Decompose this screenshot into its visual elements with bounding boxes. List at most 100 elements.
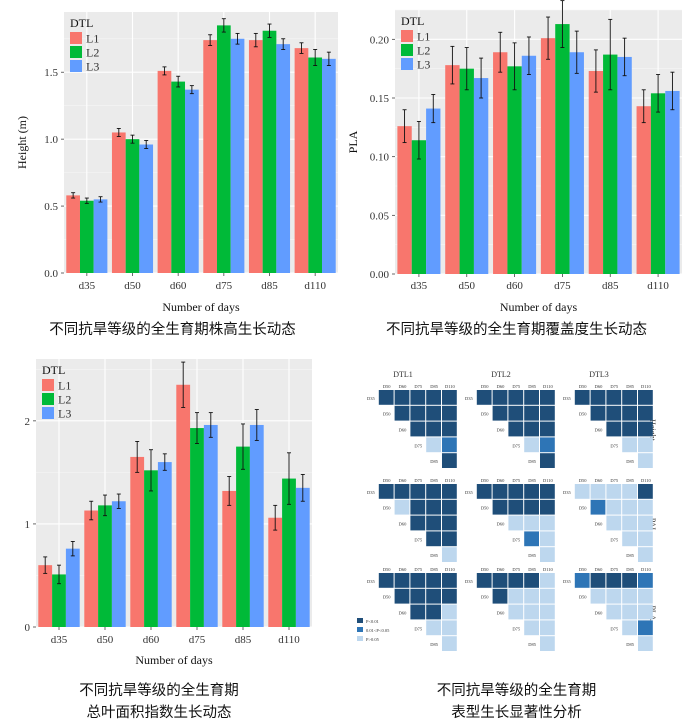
day-label: D85 xyxy=(626,642,634,647)
day-label: D50 xyxy=(579,412,587,417)
significance-cell xyxy=(574,390,590,405)
significance-cell xyxy=(410,499,426,515)
error-bar xyxy=(593,49,598,93)
day-header: D50 xyxy=(383,478,391,483)
legend-label-L1: L1 xyxy=(58,379,71,393)
y-tick-label: 1.5 xyxy=(44,67,58,79)
significance-cell xyxy=(410,405,426,421)
significance-cell xyxy=(540,390,555,405)
error-bar xyxy=(103,494,107,517)
legend-swatch-L3 xyxy=(42,407,54,419)
significance-cell xyxy=(442,453,457,468)
error-bar xyxy=(641,89,646,124)
day-header: D110 xyxy=(641,384,652,389)
day-header: D110 xyxy=(641,478,652,483)
day-header: D110 xyxy=(445,478,456,483)
significance-cell xyxy=(540,484,555,499)
day-label: D85 xyxy=(430,459,438,464)
day-label: D85 xyxy=(626,459,634,464)
pai-chart: 0 1 2 d35 d50 d60 d75 d85 d110 Number of days PAI D… xyxy=(0,359,312,667)
error-bar xyxy=(267,23,272,38)
day-header: D85 xyxy=(626,567,634,572)
legend-label-L1: L1 xyxy=(417,30,430,44)
legend-label-L3: L3 xyxy=(58,407,71,421)
bar-L2-d75 xyxy=(190,428,204,627)
significance-cell xyxy=(638,547,653,562)
significance-cell xyxy=(524,531,539,547)
significance-cell xyxy=(622,390,637,405)
significance-cell xyxy=(590,573,606,588)
legend-label-L3: L3 xyxy=(417,58,430,72)
day-label: D50 xyxy=(383,506,391,511)
day-label: D75 xyxy=(610,443,618,448)
significance-cell xyxy=(524,573,539,588)
error-bar xyxy=(254,409,259,441)
significance-cell xyxy=(394,390,410,405)
significance-cell xyxy=(492,499,508,515)
significance-cell xyxy=(492,405,508,421)
significance-cell xyxy=(524,515,539,531)
day-header: D75 xyxy=(414,478,422,483)
error-bar xyxy=(235,32,240,45)
significance-cell xyxy=(442,573,457,588)
significance-cell xyxy=(622,484,637,499)
day-label: D60 xyxy=(497,611,505,616)
significance-cell xyxy=(508,421,524,437)
significance-cell xyxy=(524,499,539,515)
significance-cell xyxy=(638,620,653,636)
bar-L3-d85 xyxy=(617,56,632,274)
legend-title: DTL xyxy=(70,16,93,30)
error-bar xyxy=(195,412,199,444)
significance-cell xyxy=(622,437,637,453)
y-tick-label: 1.0 xyxy=(44,134,58,146)
y-axis-label: PAI xyxy=(0,484,1,502)
significance-cell xyxy=(606,604,622,620)
significance-cell xyxy=(638,437,653,453)
day-header: D75 xyxy=(414,567,422,572)
day-header: D110 xyxy=(543,384,554,389)
day-header: D60 xyxy=(595,567,603,572)
significance-cell xyxy=(394,499,410,515)
day-header: D110 xyxy=(543,478,554,483)
error-bar xyxy=(135,441,140,473)
bar-L1-d60 xyxy=(130,456,145,627)
significance-cell xyxy=(524,604,539,620)
legend-swatch-L2 xyxy=(70,46,82,58)
significance-cell xyxy=(638,531,653,547)
significance-cell xyxy=(394,405,410,421)
bar-L3-d110 xyxy=(295,487,310,627)
significance-cell xyxy=(410,573,426,588)
significance-cell xyxy=(426,531,441,547)
bar-L3-d50 xyxy=(111,501,126,627)
bar-L1-d50 xyxy=(111,132,126,273)
legend-title: DTL xyxy=(401,14,424,28)
significance-cell xyxy=(508,515,524,531)
day-label: D50 xyxy=(579,506,587,511)
bar-L1-d35 xyxy=(38,565,53,627)
x-axis-label: Number of days xyxy=(162,300,240,314)
bar-L1-d50 xyxy=(84,510,99,627)
day-header: D60 xyxy=(595,478,603,483)
bar-L2-d35 xyxy=(79,200,94,273)
bar-L2-d60 xyxy=(144,470,158,627)
error-bar xyxy=(43,556,48,574)
day-header: D50 xyxy=(579,567,587,572)
error-bar xyxy=(560,0,565,48)
day-label: D35 xyxy=(563,490,571,495)
day-label: D60 xyxy=(497,522,505,527)
error-bar xyxy=(70,540,75,557)
bar-L2-d85 xyxy=(236,446,250,627)
significance-cell xyxy=(426,421,441,437)
significance-cell xyxy=(638,484,653,499)
column-header-dtl2: DTL2 xyxy=(491,370,511,379)
significance-cell xyxy=(638,588,653,604)
error-bar xyxy=(227,476,232,506)
error-bar xyxy=(253,32,258,48)
significance-cell xyxy=(426,390,441,405)
error-bar xyxy=(326,51,331,66)
significance-cell xyxy=(442,421,457,437)
significance-cell xyxy=(540,515,555,531)
day-label: D60 xyxy=(595,428,603,433)
bar-L3-d35 xyxy=(426,108,441,274)
bar-L2-d50 xyxy=(125,139,140,273)
